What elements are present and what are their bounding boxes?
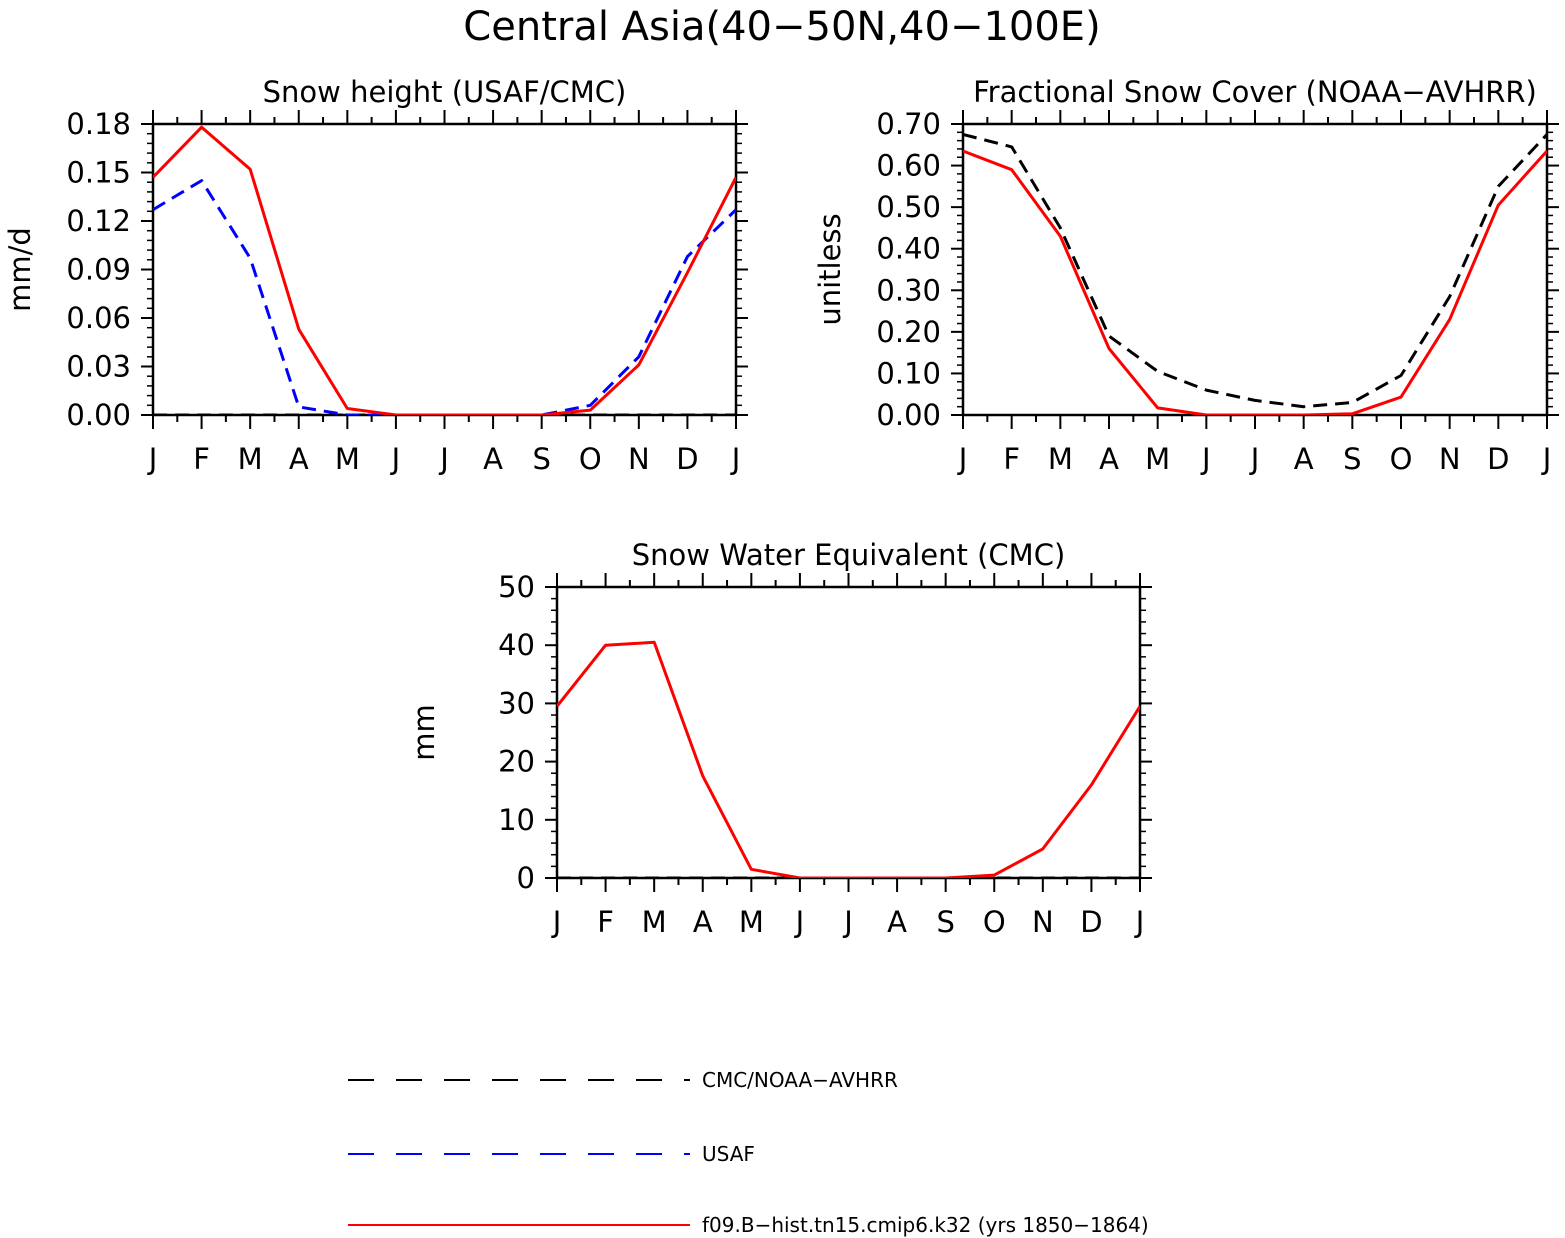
y-tick-label: 0.00 (66, 398, 131, 432)
x-tick-label: M (642, 905, 667, 939)
y-tick-label: 0.50 (876, 190, 941, 224)
x-tick-label: J (1134, 905, 1145, 939)
y-tick-label: 0 (517, 861, 535, 895)
legend-label-1: USAF (702, 1142, 755, 1166)
y-tick-label: 10 (498, 803, 535, 837)
chart-panel-2: Fractional Snow Cover (NOAA−AVHRR)J F M A M J… (813, 75, 1559, 476)
x-tick-label: O (579, 442, 602, 476)
x-tick-label: S (936, 905, 954, 939)
y-axis-label: unitless (813, 213, 847, 325)
series-line-0 (963, 132, 1547, 409)
x-tick-label: O (983, 905, 1006, 939)
x-tick-label: A (289, 442, 309, 476)
y-tick-label: 0.30 (876, 273, 941, 307)
x-tick-label: J (794, 905, 805, 939)
series-line-2 (153, 125, 736, 415)
x-tick-label: D (1080, 905, 1102, 939)
x-tick-label: D (1487, 442, 1509, 476)
y-tick-label: 0.40 (876, 232, 941, 266)
y-tick-label: 0.09 (66, 253, 131, 287)
plot-frame (961, 122, 1549, 417)
y-tick-label: 20 (498, 745, 535, 779)
x-tick-label: J (1200, 442, 1211, 476)
x-tick-label: M (1048, 442, 1073, 476)
x-tick-label: A (693, 905, 713, 939)
y-axis-label: mm (407, 704, 441, 761)
y-tick-label: 0.18 (66, 107, 131, 141)
x-tick-label: A (887, 905, 907, 939)
panel-title: Fractional Snow Cover (NOAA−AVHRR) (973, 75, 1537, 109)
y-tick-label: 0.00 (876, 398, 941, 432)
x-tick-label: N (1032, 905, 1054, 939)
chart-panel-3: Snow Water Equivalent (CMC)J F M A M J J A S O N D J… (407, 538, 1152, 939)
x-tick-label: F (1003, 442, 1020, 476)
x-tick-label: S (532, 442, 550, 476)
x-tick-label: S (1343, 442, 1361, 476)
panel-title: Snow height (USAF/CMC) (263, 75, 627, 109)
x-tick-label: M (1145, 442, 1170, 476)
y-tick-label: 0.70 (876, 107, 941, 141)
y-tick-label: 0.06 (66, 301, 131, 335)
x-tick-label: J (1249, 442, 1260, 476)
chart-panel-1: Snow height (USAF/CMC)J F M A M J J A S O N D J0.000… (3, 75, 748, 476)
x-tick-label: N (1439, 442, 1461, 476)
y-tick-label: 0.15 (66, 156, 131, 190)
legend-label-2: f09.B−hist.tn15.cmip6.k32 (yrs 1850−1864… (702, 1213, 1149, 1237)
x-tick-label: A (1294, 442, 1314, 476)
x-tick-label: M (238, 442, 263, 476)
legend-label-0: CMC/NOAA−AVHRR (702, 1068, 898, 1092)
x-tick-label: J (390, 442, 401, 476)
y-axis-label: mm/d (3, 227, 37, 312)
x-tick-label: O (1390, 442, 1413, 476)
x-tick-label: N (628, 442, 650, 476)
x-tick-label: J (147, 442, 158, 476)
x-tick-label: F (597, 905, 614, 939)
y-tick-label: 40 (498, 628, 535, 662)
y-tick-label: 0.60 (876, 149, 941, 183)
x-tick-label: M (739, 905, 764, 939)
x-tick-label: J (957, 442, 968, 476)
figure-title: Central Asia(40−50N,40−100E) (463, 4, 1100, 50)
legend: CMC/NOAA−AVHRR USAF f09.B−hist.tn15.cmip6.… (348, 1068, 1149, 1237)
y-tick-label: 0.12 (66, 204, 131, 238)
panel-title: Snow Water Equivalent (CMC) (632, 538, 1066, 572)
series-line-1 (963, 149, 1547, 415)
x-tick-label: J (842, 905, 853, 939)
series-line-1 (557, 640, 1140, 878)
y-tick-label: 0.20 (876, 315, 941, 349)
x-tick-label: J (551, 905, 562, 939)
x-tick-label: D (676, 442, 698, 476)
y-tick-label: 0.10 (876, 356, 941, 390)
x-tick-label: J (1541, 442, 1552, 476)
chart-panels: Snow height (USAF/CMC)J F M A M J J A S O N D J0.000… (3, 75, 1559, 939)
plot-frame (151, 122, 738, 417)
x-tick-label: J (438, 442, 449, 476)
x-tick-label: M (335, 442, 360, 476)
series-line-1 (153, 179, 736, 415)
x-tick-label: J (730, 442, 741, 476)
y-tick-label: 30 (498, 686, 535, 720)
x-tick-label: F (193, 442, 210, 476)
x-tick-label: A (1099, 442, 1119, 476)
y-tick-label: 50 (498, 570, 535, 604)
x-tick-label: A (483, 442, 503, 476)
y-tick-label: 0.03 (66, 350, 131, 384)
